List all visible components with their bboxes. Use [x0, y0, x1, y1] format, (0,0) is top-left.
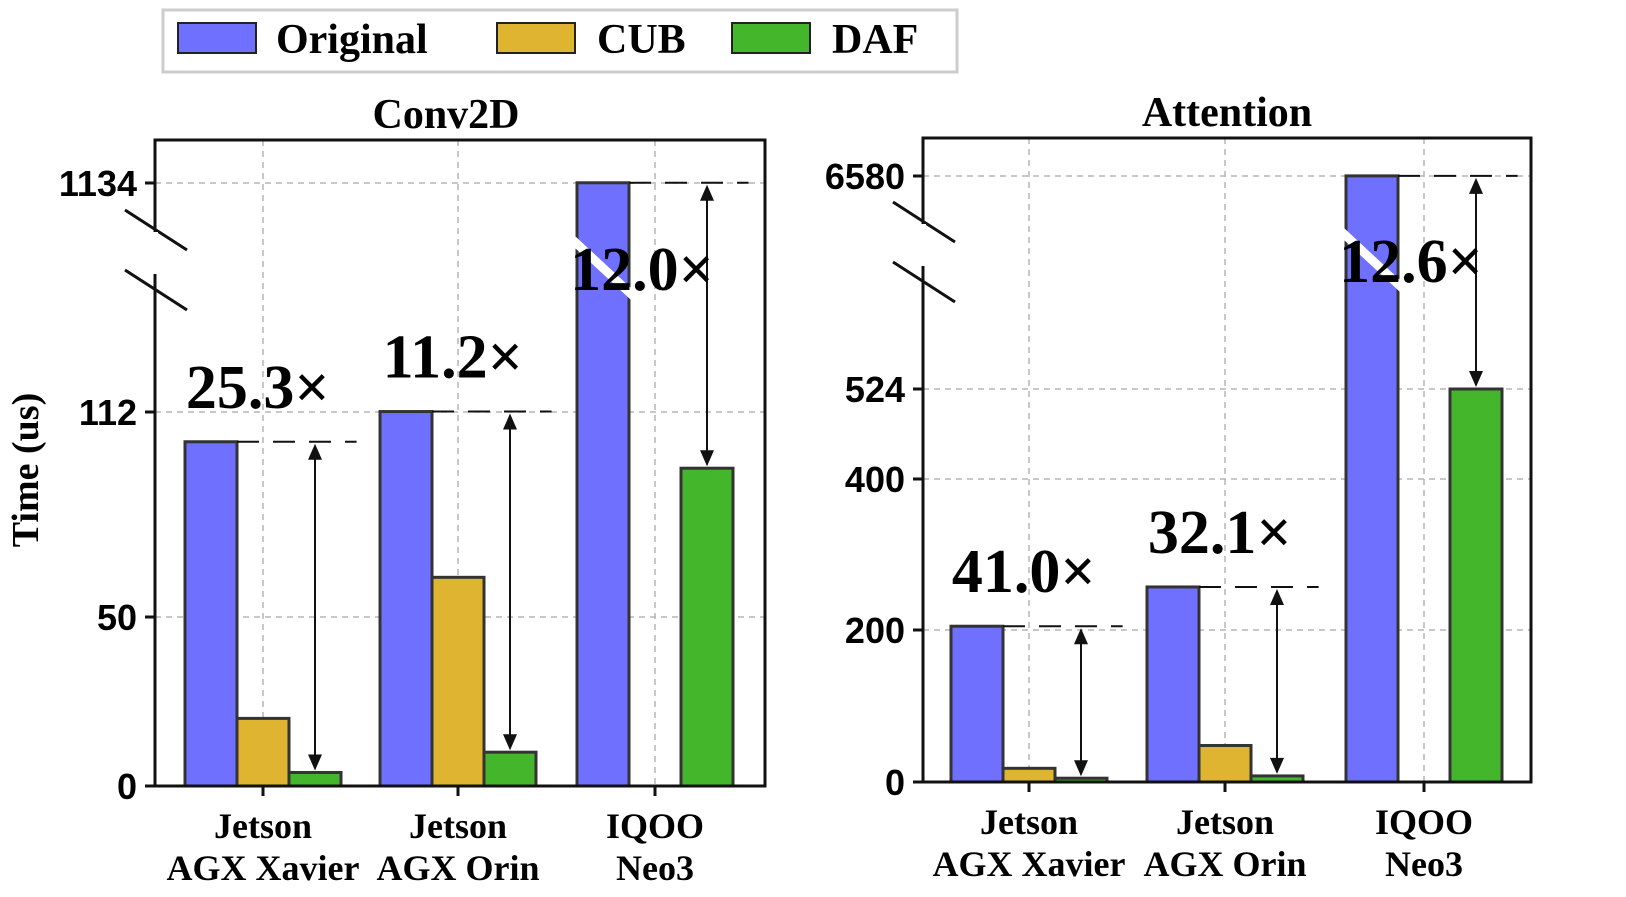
legend-label-original: Original [276, 17, 428, 63]
legend-swatch-cub [496, 22, 576, 54]
axis-break-mark [124, 208, 188, 252]
x-tick-label: Jetson [1176, 802, 1274, 842]
speedup-arrowhead [308, 754, 322, 771]
panel-title: Conv2D [372, 92, 519, 138]
speedup-arrowhead [503, 413, 517, 430]
speedup-arrowhead [1270, 588, 1284, 605]
y-tick-label: 6580 [825, 156, 905, 197]
x-tick-label: Jetson [214, 806, 312, 846]
axis-break-gap [152, 232, 158, 274]
y-tick-label: 1134 [59, 163, 137, 204]
speedup-arrowhead [503, 734, 517, 751]
y-tick-label: 200 [845, 610, 905, 651]
y-tick-label: 400 [845, 459, 905, 500]
legend-swatch-original [177, 22, 257, 54]
plot-frame [153, 138, 767, 788]
axis-break-mark [892, 200, 956, 244]
x-tick-label: AGX Xavier [933, 844, 1126, 884]
x-tick-label: AGX Xavier [167, 848, 360, 888]
y-tick-label: 0 [117, 766, 137, 807]
speedup-label: 12.6× [1339, 228, 1483, 296]
bar-daf [482, 750, 538, 788]
bar-cub [235, 716, 291, 788]
speedup-arrowhead [1469, 371, 1483, 387]
panel-title: Attention [1142, 90, 1312, 136]
axis-break-mark [124, 268, 188, 312]
plot-frame [921, 136, 1533, 784]
x-tick-label: IQOO [606, 806, 704, 846]
x-tick-label: IQOO [1375, 802, 1473, 842]
speedup-label: 32.1× [1148, 499, 1292, 567]
bar-original [949, 624, 1005, 784]
axis-break-band [575, 236, 631, 300]
legend: Original CUB DAF [161, 8, 959, 74]
speedup-label: 12.0× [570, 236, 714, 304]
legend-swatch-daf [731, 22, 811, 54]
axis-break-gap [920, 224, 926, 266]
x-tick-label: Neo3 [616, 848, 694, 888]
speedup-arrowhead [1270, 757, 1284, 774]
bar-daf [287, 770, 343, 788]
axis-break-mark [892, 260, 956, 304]
bar-cub [430, 575, 486, 788]
x-tick-label: AGX Orin [376, 848, 539, 888]
bar-original [1145, 585, 1201, 784]
y-tick-label: 50 [97, 597, 137, 638]
speedup-label: 41.0× [952, 538, 1096, 606]
speedup-label: 11.2× [383, 324, 523, 392]
y-axis-label: Time (us) [5, 393, 47, 547]
speedup-arrowhead [700, 450, 714, 467]
y-tick-label: 524 [845, 369, 905, 410]
axis-break-band [1344, 228, 1400, 292]
bar-daf [679, 466, 735, 788]
legend-label-cub: CUB [597, 17, 686, 63]
x-tick-label: Jetson [409, 806, 507, 846]
speedup-arrowhead [700, 184, 714, 201]
bar-original [378, 410, 434, 788]
x-tick-label: AGX Orin [1143, 844, 1306, 884]
bar-cub [1197, 744, 1253, 784]
legend-label-daf: DAF [832, 17, 918, 63]
x-tick-label: Neo3 [1385, 844, 1463, 884]
speedup-arrowhead [1074, 760, 1088, 777]
bar-original [183, 440, 239, 788]
bar-cub [1001, 766, 1057, 784]
speedup-label: 25.3× [186, 354, 330, 422]
speedup-arrowhead [1074, 628, 1088, 645]
speedup-arrowhead [308, 443, 322, 460]
speedup-arrowhead [1469, 177, 1483, 194]
x-tick-label: Jetson [980, 802, 1078, 842]
y-tick-label: 112 [79, 392, 137, 433]
y-tick-label: 0 [885, 762, 905, 803]
bar-daf [1448, 387, 1504, 784]
